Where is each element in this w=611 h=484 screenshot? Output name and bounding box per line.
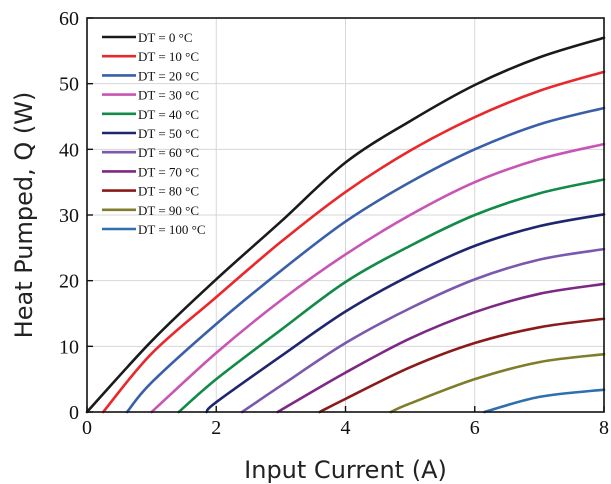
legend-label-4: DT = 40 °C (138, 107, 199, 122)
series-line-6 (242, 249, 604, 412)
y-tick-label: 30 (59, 205, 79, 227)
y-tick-label: 60 (59, 8, 79, 30)
legend-label-0: DT = 0 °C (138, 30, 193, 45)
x-tick-label: 8 (599, 417, 609, 439)
legend-label-10: DT = 100 °C (138, 222, 206, 237)
x-tick-label: 4 (341, 417, 351, 439)
x-tick-label: 0 (82, 417, 92, 439)
legend-label-5: DT = 50 °C (138, 126, 199, 141)
x-tick-label: 6 (470, 417, 480, 439)
y-tick-label: 50 (59, 74, 79, 96)
y-tick-label: 40 (59, 139, 79, 161)
legend-label-9: DT = 90 °C (138, 203, 199, 218)
legend-label-8: DT = 80 °C (138, 184, 199, 199)
y-tick-label: 20 (59, 271, 79, 293)
x-tick-label: 2 (211, 417, 221, 439)
legend: DT = 0 °C DT = 10 °C DT = 20 °C DT = 30 °C D… (102, 30, 206, 237)
legend-label-1: DT = 10 °C (138, 49, 199, 64)
y-tick-label: 10 (59, 336, 79, 358)
legend-label-2: DT = 20 °C (138, 68, 199, 83)
legend-label-6: DT = 60 °C (138, 145, 199, 160)
y-axis-title: Heat Pumped, Q (W) (10, 92, 38, 339)
series-line-10 (484, 390, 604, 412)
y-tick-label: 0 (69, 402, 79, 424)
x-axis-title: Input Current (A) (244, 456, 447, 484)
series-line-1 (103, 72, 604, 412)
legend-label-3: DT = 30 °C (138, 88, 199, 103)
legend-label-7: DT = 70 °C (138, 164, 199, 179)
